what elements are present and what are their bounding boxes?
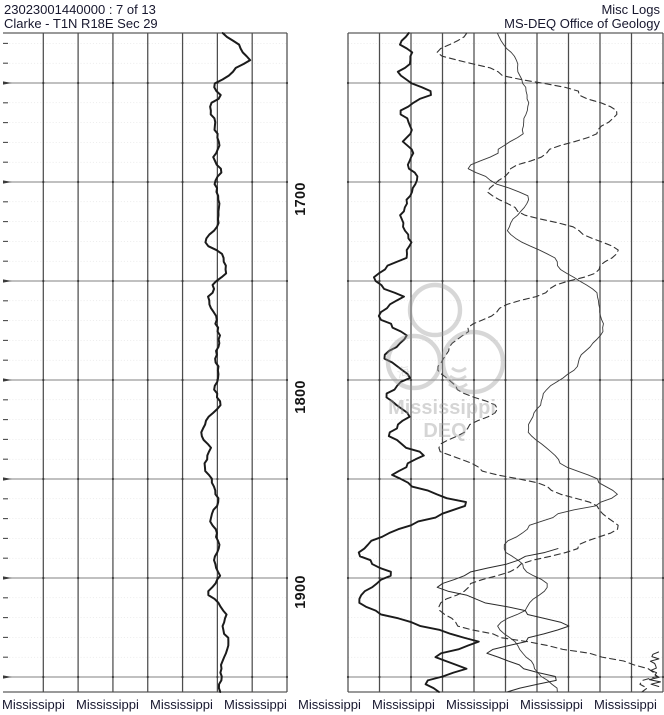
svg-text:1800: 1800: [293, 380, 309, 413]
svg-text:Mississippi: Mississippi: [388, 397, 496, 419]
svg-text:Mississippi: Mississippi: [446, 697, 509, 712]
svg-text:1900: 1900: [293, 575, 309, 608]
svg-text:Mississippi: Mississippi: [372, 697, 435, 712]
svg-text:Mississippi: Mississippi: [298, 697, 361, 712]
svg-text:Mississippi: Mississippi: [2, 697, 65, 712]
svg-text:Mississippi: Mississippi: [224, 697, 287, 712]
svg-text:Mississippi: Mississippi: [520, 697, 583, 712]
svg-text:Mississippi: Mississippi: [150, 697, 213, 712]
svg-text:DEQ: DEQ: [423, 420, 466, 442]
svg-text:Mississippi: Mississippi: [76, 697, 139, 712]
svg-text:1700: 1700: [293, 182, 309, 215]
svg-text:Mississippi: Mississippi: [594, 697, 657, 712]
